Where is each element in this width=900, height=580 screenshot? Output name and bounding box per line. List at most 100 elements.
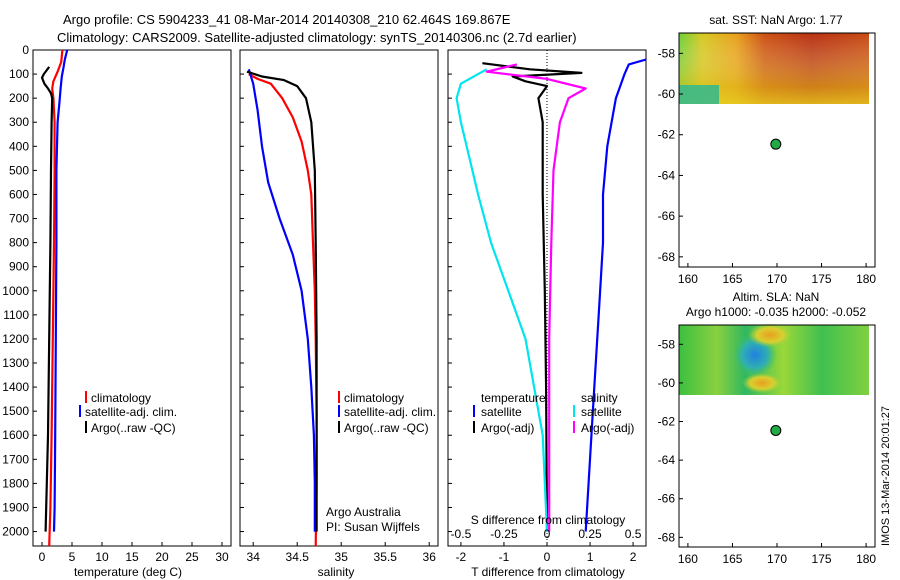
float-owner-line: Argo Australia: [326, 505, 401, 519]
lon-tick-label: 160: [678, 552, 698, 566]
depth-tick-label: 1000: [2, 284, 29, 298]
t-difference-xlabel: T difference from climatology: [471, 565, 625, 579]
depth-axis: 0 100 200 300 400 500 600 700 800 900 1000 1100 1200…: [2, 43, 37, 539]
argo-station-marker: [770, 424, 782, 436]
lon-tick-label: 175: [812, 272, 832, 286]
difference-depth-ticks: [448, 49, 452, 533]
sla-map-subtitle: Argo h1000: -0.035 h2000: -0.052: [686, 305, 866, 319]
series-climatology: [48, 49, 64, 547]
sla-high-anomaly-2: [742, 373, 782, 393]
argo-station-marker: [770, 138, 782, 150]
depth-tick-label: 1900: [2, 500, 29, 514]
lat-tick-label: -60: [658, 376, 676, 390]
legend-satellite-label: satellite-adj. clim.: [85, 405, 177, 419]
lat-tick-label: -64: [658, 168, 676, 182]
lat-tick-label: -68: [658, 250, 676, 264]
series-t-satellite: [584, 58, 647, 532]
sla-map-title: Altim. SLA: NaN: [733, 290, 820, 304]
series-climatology: [248, 73, 318, 547]
salinity-series: [246, 68, 318, 547]
lat-tick-label: -64: [658, 453, 676, 467]
lon-tick-label: 165: [722, 552, 742, 566]
depth-tick-label: 500: [9, 163, 29, 177]
series-s-satellite: [455, 68, 549, 532]
x-tick-label: 35: [335, 550, 349, 564]
salinity-xlabel: salinity: [318, 565, 355, 579]
series-s-argo-adj-: [485, 63, 587, 532]
x-tick-label: 20: [155, 550, 169, 564]
legend-s-satellite-label: satellite: [581, 405, 622, 419]
x-tick-label: 34: [247, 550, 261, 564]
depth-tick-label: 1800: [2, 476, 29, 490]
x-tick-label: 5: [69, 550, 76, 564]
sst-map-panel: sat. SST: NaN Argo: 1.77 -58 -60 -62 -64 -66…: [658, 13, 877, 286]
temperature-x-axis: 0 5 10 15 20 25 30: [39, 542, 229, 564]
series-satellite-adj-clim-: [52, 49, 69, 532]
legend-salinity-heading: salinity: [581, 391, 618, 405]
lon-tick-label: 165: [722, 272, 742, 286]
series-satellite-adj-clim-: [247, 68, 316, 532]
depth-tick-label: 1600: [2, 428, 29, 442]
x-tick-label: 15: [125, 550, 139, 564]
lat-tick-label: -68: [658, 530, 676, 544]
depth-tick-label: 100: [9, 67, 29, 81]
depth-tick-label: 600: [9, 187, 29, 201]
sla-high-anomaly: [748, 323, 792, 347]
temperature-panel: 0100200300400500600700800900100011001200…: [2, 43, 232, 579]
x-tick-label: 0: [39, 550, 46, 564]
series-argo-raw-qc-: [246, 70, 318, 532]
x-tick-label: 30: [215, 550, 229, 564]
salinity-x-axis: 34 34.5 35 35.5 36: [247, 542, 437, 564]
depth-tick-label: 1300: [2, 356, 29, 370]
series-t-argo-adj-: [482, 62, 583, 532]
depth-tick-label: 800: [9, 236, 29, 250]
legend-s-argo-label: Argo(-adj): [581, 421, 634, 435]
s-difference-label: S difference from climatology: [471, 513, 626, 527]
s-difference-tick-label: 0.5: [625, 527, 642, 541]
depth-tick-label: 2000: [2, 525, 29, 539]
s-difference-tick-label: -0.5: [451, 527, 472, 541]
temperature-legend: climatology satellite-adj. clim. Argo(..…: [79, 391, 177, 435]
x-tick-label: 1: [587, 550, 594, 564]
x-tick-label: -2: [456, 550, 467, 564]
lat-tick-label: -58: [658, 337, 676, 351]
salinity-legend: climatology satellite-adj. clim. Argo(..…: [338, 391, 436, 435]
lat-tick-label: -58: [658, 46, 676, 60]
legend-argo-label: Argo(..raw -QC): [344, 421, 429, 435]
depth-tick-label: 1500: [2, 404, 29, 418]
depth-tick-label: 1400: [2, 380, 29, 394]
float-pi-line: PI: Susan Wijffels: [326, 520, 420, 534]
legend-t-argo-label: Argo(-adj): [481, 421, 534, 435]
x-tick-label: 34.5: [286, 550, 310, 564]
depth-tick-label: 200: [9, 91, 29, 105]
legend-t-satellite-label: satellite: [481, 405, 522, 419]
lon-tick-label: 180: [856, 272, 876, 286]
s-difference-tick-label: 0: [544, 527, 551, 541]
s-difference-tick-label: 0.25: [578, 527, 602, 541]
lon-tick-label: 170: [767, 272, 787, 286]
lat-tick-label: -66: [658, 209, 676, 223]
legend-satellite-label: satellite-adj. clim.: [344, 405, 436, 419]
depth-tick-label: 400: [9, 139, 29, 153]
depth-tick-label: 0: [22, 43, 29, 57]
header-line-1: Argo profile: CS 5904233_41 08-Mar-2014 …: [63, 12, 511, 27]
legend-climatology-label: climatology: [344, 391, 404, 405]
legend-temperature-heading: temperature: [481, 391, 546, 405]
depth-tick-label: 1100: [3, 308, 29, 322]
difference-series: [455, 58, 647, 532]
depth-tick-label: 700: [9, 212, 29, 226]
depth-tick-label: 1200: [2, 332, 29, 346]
lat-tick-label: -62: [658, 128, 676, 142]
s-difference-axis: -0.5 -0.25 0 0.25 0.5: [451, 527, 642, 541]
x-tick-label: 25: [185, 550, 199, 564]
x-tick-label: 36: [423, 550, 437, 564]
difference-legend: temperature satellite Argo(-adj) salinit…: [473, 391, 634, 435]
x-tick-label: 2: [630, 550, 637, 564]
legend-climatology-label: climatology: [91, 391, 151, 405]
salinity-depth-ticks: [240, 49, 244, 533]
salinity-axes-frame: [239, 49, 439, 547]
series-argo-raw-qc-: [40, 66, 54, 532]
